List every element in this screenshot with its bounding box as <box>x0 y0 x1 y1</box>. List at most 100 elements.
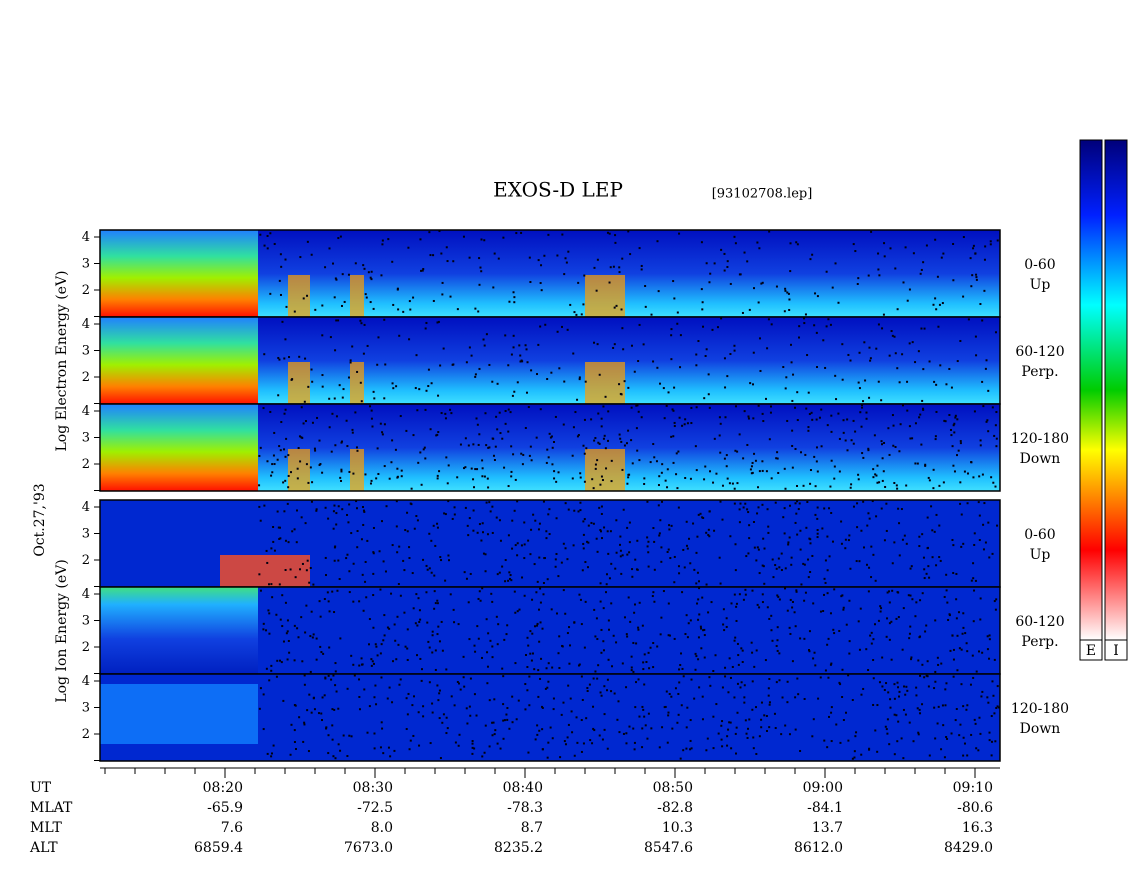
noise-speck <box>652 591 654 593</box>
noise-speck <box>363 353 365 355</box>
noise-speck <box>703 629 705 631</box>
noise-speck <box>858 382 860 384</box>
noise-speck <box>409 300 411 302</box>
noise-speck <box>668 549 670 551</box>
noise-speck <box>634 748 636 750</box>
noise-speck <box>883 470 885 472</box>
noise-speck <box>721 519 723 521</box>
noise-speck <box>697 572 699 574</box>
noise-speck <box>525 344 527 346</box>
noise-speck <box>928 577 930 579</box>
noise-speck <box>468 444 470 446</box>
noise-speck <box>494 253 496 255</box>
noise-speck <box>752 462 754 464</box>
noise-speck <box>258 573 260 575</box>
noise-speck <box>421 668 423 670</box>
noise-speck <box>679 366 681 368</box>
noise-speck <box>681 591 683 593</box>
noise-speck <box>335 523 337 525</box>
noise-speck <box>974 532 976 534</box>
noise-speck <box>580 477 582 479</box>
noise-speck <box>777 472 779 474</box>
noise-speck <box>945 574 947 576</box>
noise-speck <box>867 669 869 671</box>
noise-speck <box>820 676 822 678</box>
noise-speck <box>795 625 797 627</box>
energy-tick-label: 4 <box>82 587 90 602</box>
noise-speck <box>981 381 983 383</box>
noise-speck <box>822 339 824 341</box>
noise-speck <box>823 507 825 509</box>
noise-speck <box>709 685 711 687</box>
noise-speck <box>306 709 308 711</box>
noise-speck <box>701 241 703 243</box>
noise-speck <box>735 405 737 407</box>
noise-speck <box>500 540 502 542</box>
noise-speck <box>492 656 494 658</box>
noise-speck <box>623 733 625 735</box>
noise-speck <box>784 488 786 490</box>
noise-speck <box>351 345 353 347</box>
noise-speck <box>318 440 320 442</box>
noise-speck <box>581 719 583 721</box>
noise-speck <box>817 470 819 472</box>
noise-speck <box>571 731 573 733</box>
noise-speck <box>816 446 818 448</box>
noise-speck <box>593 267 595 269</box>
noise-speck <box>701 597 703 599</box>
noise-speck <box>415 622 417 624</box>
noise-speck <box>310 671 312 673</box>
noise-speck <box>845 439 847 441</box>
noise-speck <box>505 410 507 412</box>
noise-speck <box>287 486 289 488</box>
noise-speck <box>593 523 595 525</box>
noise-speck <box>582 569 584 571</box>
noise-speck <box>758 606 760 608</box>
noise-speck <box>798 337 800 339</box>
noise-speck <box>766 730 768 732</box>
noise-speck <box>266 668 268 670</box>
orbit-value: 08:50 <box>653 780 693 796</box>
noise-speck <box>767 526 769 528</box>
orbit-value: 09:10 <box>953 780 993 796</box>
noise-speck <box>910 595 912 597</box>
noise-speck <box>733 236 735 238</box>
noise-speck <box>573 510 575 512</box>
noise-speck <box>473 509 475 511</box>
noise-speck <box>759 470 761 472</box>
noise-speck <box>902 757 904 759</box>
orbit-value: 8.7 <box>521 820 543 836</box>
noise-speck <box>634 742 636 744</box>
noise-speck <box>463 676 465 678</box>
noise-speck <box>987 702 989 704</box>
noise-speck <box>826 271 828 273</box>
noise-speck <box>934 531 936 533</box>
noise-speck <box>748 718 750 720</box>
noise-speck <box>720 725 722 727</box>
noise-speck <box>932 556 934 558</box>
noise-speck <box>392 387 394 389</box>
noise-speck <box>881 440 883 442</box>
noise-speck <box>794 611 796 613</box>
noise-speck <box>953 431 955 433</box>
noise-speck <box>332 739 334 741</box>
noise-speck <box>886 617 888 619</box>
noise-speck <box>375 643 377 645</box>
noise-speck <box>681 668 683 670</box>
noise-speck <box>926 573 928 575</box>
energy-tick-label: 2 <box>82 640 90 655</box>
noise-speck <box>433 300 435 302</box>
noise-speck <box>474 376 476 378</box>
noise-speck <box>278 527 280 529</box>
noise-speck <box>720 583 722 585</box>
noise-speck <box>790 599 792 601</box>
noise-speck <box>483 239 485 241</box>
noise-speck <box>813 718 815 720</box>
noise-speck <box>324 677 326 679</box>
noise-speck <box>565 502 567 504</box>
noise-speck <box>558 635 560 637</box>
noise-speck <box>735 569 737 571</box>
noise-speck <box>335 277 337 279</box>
noise-speck <box>531 660 533 662</box>
noise-speck <box>331 451 333 453</box>
